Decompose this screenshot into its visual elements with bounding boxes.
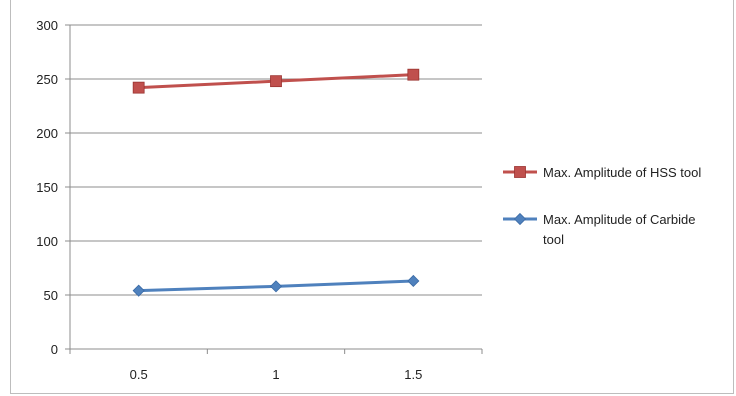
legend-item: Max. Amplitude of HSS tool (503, 165, 701, 180)
y-tick-label: 0 (51, 342, 58, 357)
axes (65, 24, 483, 354)
legend: Max. Amplitude of HSS tool Max. Amplitude… (503, 165, 701, 247)
y-tick-label: 200 (36, 126, 58, 141)
data-point-square (514, 166, 526, 178)
y-tick-labels: 0 50 100 150 200 250 300 (36, 18, 58, 357)
data-point-diamond (132, 284, 145, 297)
x-tick-label: 0.5 (130, 367, 148, 382)
data-point-diamond (269, 280, 283, 293)
data-point-square (407, 68, 420, 81)
x-tick-label: 1.5 (404, 367, 422, 382)
series (132, 68, 420, 297)
y-tick-label: 300 (36, 18, 58, 33)
chart-frame (10, 0, 734, 394)
data-point-diamond (407, 274, 420, 288)
legend-label: Max. Amplitude of HSS tool (543, 165, 701, 180)
y-tick-label: 150 (36, 180, 58, 195)
y-tick-label: 250 (36, 72, 58, 87)
x-tick-labels: 0.5 1 1.5 (130, 367, 423, 382)
data-point-square (270, 75, 282, 88)
gridlines (70, 24, 482, 296)
legend-label: tool (543, 232, 564, 247)
legend-label: Max. Amplitude of Carbide (543, 212, 695, 227)
series-carbide (132, 274, 420, 297)
series-hss (132, 68, 420, 94)
y-tick-label: 100 (36, 234, 58, 249)
x-tick-label: 1 (272, 367, 279, 382)
legend-item: Max. Amplitude of Carbide tool (503, 212, 695, 247)
data-point-square (132, 81, 145, 94)
y-tick-label: 50 (44, 288, 58, 303)
data-point-diamond (513, 212, 527, 226)
